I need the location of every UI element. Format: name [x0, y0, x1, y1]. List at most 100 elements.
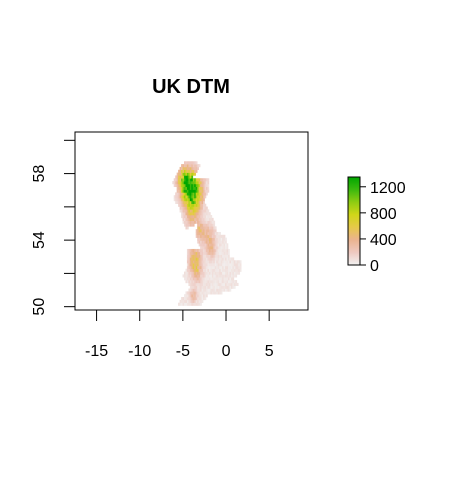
- raster-cell: [229, 257, 232, 261]
- raster-cell: [201, 231, 204, 236]
- raster-cell: [188, 189, 191, 193]
- raster-cell: [195, 254, 198, 258]
- raster-cell: [203, 274, 205, 278]
- raster-cell: [198, 237, 201, 241]
- raster-cell: [200, 243, 202, 247]
- raster-cell: [191, 282, 194, 287]
- raster-cell: [226, 282, 229, 287]
- raster-cell: [197, 274, 199, 278]
- raster-cell: [188, 251, 191, 255]
- raster-cell: [201, 198, 204, 202]
- raster-cell: [203, 220, 205, 224]
- raster-cell: [201, 237, 204, 241]
- raster-cell: [200, 223, 202, 227]
- raster-cell: [188, 302, 191, 306]
- raster-cell: [214, 265, 217, 270]
- raster-cell: [197, 166, 199, 171]
- raster-cell: [207, 240, 210, 244]
- raster-cell: [182, 183, 185, 188]
- raster-cell: [198, 217, 201, 221]
- raster-cell: [197, 192, 199, 196]
- raster-cell: [186, 181, 189, 185]
- raster-cell: [192, 248, 195, 253]
- raster-cell: [226, 246, 229, 250]
- raster-cell: [197, 164, 199, 168]
- raster-cell: [201, 192, 204, 196]
- raster-cell: [201, 186, 204, 190]
- raster-cell: [197, 288, 199, 292]
- raster-cell: [216, 282, 219, 287]
- raster-cell: [188, 282, 191, 287]
- raster-cell: [203, 203, 205, 207]
- raster-cell: [208, 226, 211, 230]
- raster-cell: [201, 217, 204, 221]
- raster-cell: [191, 257, 194, 261]
- raster-cell: [203, 240, 205, 244]
- raster-cell: [236, 265, 239, 270]
- raster-cell: [182, 302, 185, 306]
- raster-cell: [207, 217, 210, 221]
- raster-cell: [182, 203, 185, 207]
- raster-cell: [194, 198, 197, 202]
- raster-cell: [205, 268, 208, 272]
- raster-cell: [182, 215, 185, 219]
- raster-cell: [191, 183, 194, 188]
- raster-cell: [188, 195, 191, 199]
- raster-cell: [178, 186, 180, 190]
- raster-cell: [228, 263, 230, 267]
- raster-cell: [191, 161, 194, 165]
- raster-cell: [233, 271, 236, 275]
- raster-cell: [194, 271, 197, 275]
- raster-cell: [204, 226, 207, 230]
- raster-cell: [198, 291, 201, 295]
- raster-cell: [204, 234, 207, 238]
- raster-cell: [185, 271, 188, 275]
- raster-cell: [185, 189, 188, 193]
- raster-cell: [179, 189, 182, 193]
- raster-cell: [226, 280, 229, 284]
- raster-cell: [189, 169, 192, 173]
- raster-cell: [239, 265, 242, 270]
- raster-cell: [232, 277, 235, 281]
- raster-cell: [197, 257, 199, 261]
- raster-cell: [197, 226, 199, 230]
- raster-cell: [192, 251, 195, 255]
- raster-cell: [197, 231, 199, 236]
- raster-cell: [217, 248, 220, 253]
- raster-cell: [188, 186, 191, 190]
- raster-cell: [181, 181, 183, 185]
- raster-cell: [183, 297, 186, 301]
- raster-cell: [229, 265, 232, 270]
- raster-cell: [198, 297, 201, 301]
- raster-cell: [173, 178, 176, 182]
- raster-cell: [173, 198, 176, 202]
- raster-cell: [195, 164, 198, 168]
- raster-cell: [188, 294, 191, 298]
- raster-cell: [205, 243, 208, 247]
- raster-cell: [186, 212, 189, 216]
- raster-cell: [179, 299, 182, 303]
- raster-cell: [208, 240, 211, 244]
- raster-cell: [194, 203, 197, 207]
- raster-cell: [208, 231, 211, 236]
- raster-cell: [211, 263, 214, 267]
- raster-cell: [188, 260, 191, 264]
- raster-cell: [195, 229, 198, 233]
- raster-cell: [204, 220, 207, 224]
- raster-cell: [185, 209, 188, 213]
- raster-cell: [197, 268, 199, 272]
- raster-cell: [207, 248, 210, 253]
- raster-cell: [189, 302, 192, 306]
- raster-cell: [197, 254, 199, 258]
- raster-cell: [230, 257, 233, 261]
- raster-cell: [217, 288, 220, 292]
- raster-cell: [189, 212, 192, 216]
- raster-cell: [186, 226, 189, 230]
- raster-cell: [183, 181, 186, 185]
- raster-cell: [216, 251, 219, 255]
- raster-cell: [200, 282, 202, 287]
- raster-cell: [200, 299, 202, 303]
- raster-cell: [194, 291, 197, 295]
- raster-cell: [213, 246, 216, 250]
- raster-cell: [200, 195, 202, 199]
